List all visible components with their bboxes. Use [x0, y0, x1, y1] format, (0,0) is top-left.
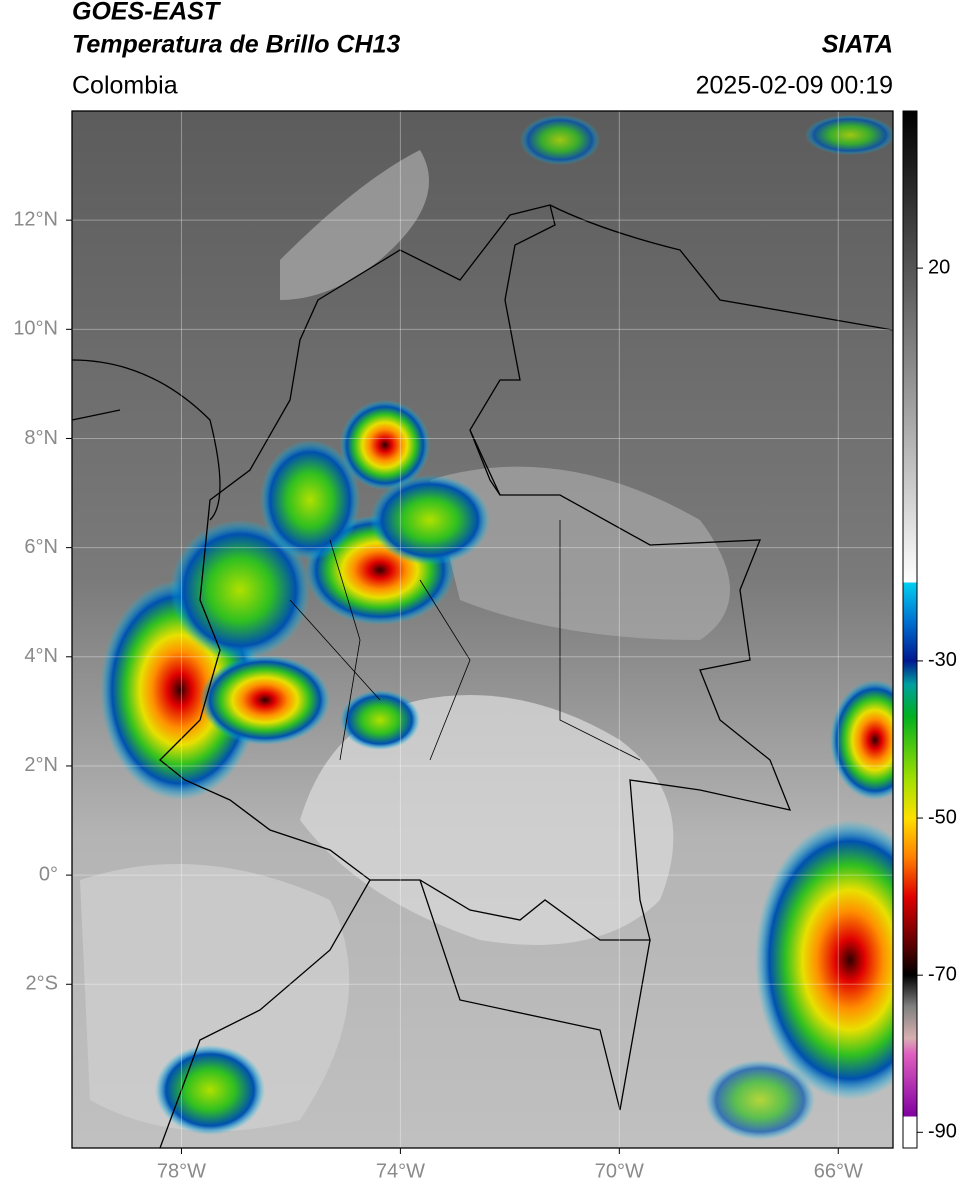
convection	[805, 115, 893, 155]
datetime: 2025-02-09 00:19	[696, 72, 893, 100]
convection	[755, 820, 893, 1100]
x-tick-label: 78°W	[157, 1160, 206, 1182]
y-tick-label: 4°N	[24, 645, 58, 667]
cloud	[80, 864, 350, 1132]
colorbar-tick-label: 20	[928, 256, 950, 278]
country-border	[469, 204, 893, 496]
x-tick-label: 74°W	[376, 1160, 425, 1182]
convection	[340, 690, 420, 750]
y-tick-label: 6°N	[24, 536, 58, 558]
cloud	[280, 150, 429, 300]
convection	[340, 400, 430, 490]
source: SIATA	[822, 31, 893, 59]
subtitle: Temperatura de Brillo CH13	[72, 31, 400, 59]
convection	[155, 1045, 265, 1135]
colorbar-tick-label: -30	[928, 649, 957, 671]
convection	[370, 475, 490, 565]
country-border	[72, 359, 221, 521]
cloud	[430, 466, 730, 640]
region: Colombia	[72, 72, 178, 100]
cloud	[300, 695, 674, 945]
y-tick-label: 12°N	[13, 208, 58, 230]
borders	[72, 204, 893, 1148]
convection	[520, 115, 600, 165]
colorbar	[902, 110, 918, 1149]
convection	[260, 440, 360, 560]
x-tick-label: 66°W	[814, 1160, 863, 1182]
convection	[830, 680, 893, 800]
y-tick-label: 2°N	[24, 754, 58, 776]
convection	[200, 655, 330, 745]
y-tick-label: 2°S	[26, 973, 58, 995]
map-frame	[71, 110, 894, 1149]
colorbar-tick-label: -70	[928, 963, 957, 985]
colorbar-tick-label: -90	[928, 1121, 957, 1143]
dept-border	[289, 520, 641, 761]
y-tick-label: 8°N	[24, 427, 58, 449]
title: GOES-EAST	[72, 0, 222, 26]
convection	[705, 1060, 815, 1140]
y-tick-label: 10°N	[13, 318, 58, 340]
imagery	[72, 111, 893, 1148]
colorbar-tick-label: -50	[928, 806, 957, 828]
x-tick-label: 70°W	[595, 1160, 644, 1182]
y-tick-label: 0°	[39, 863, 58, 885]
country-border	[159, 879, 651, 1148]
country-border	[159, 204, 792, 941]
